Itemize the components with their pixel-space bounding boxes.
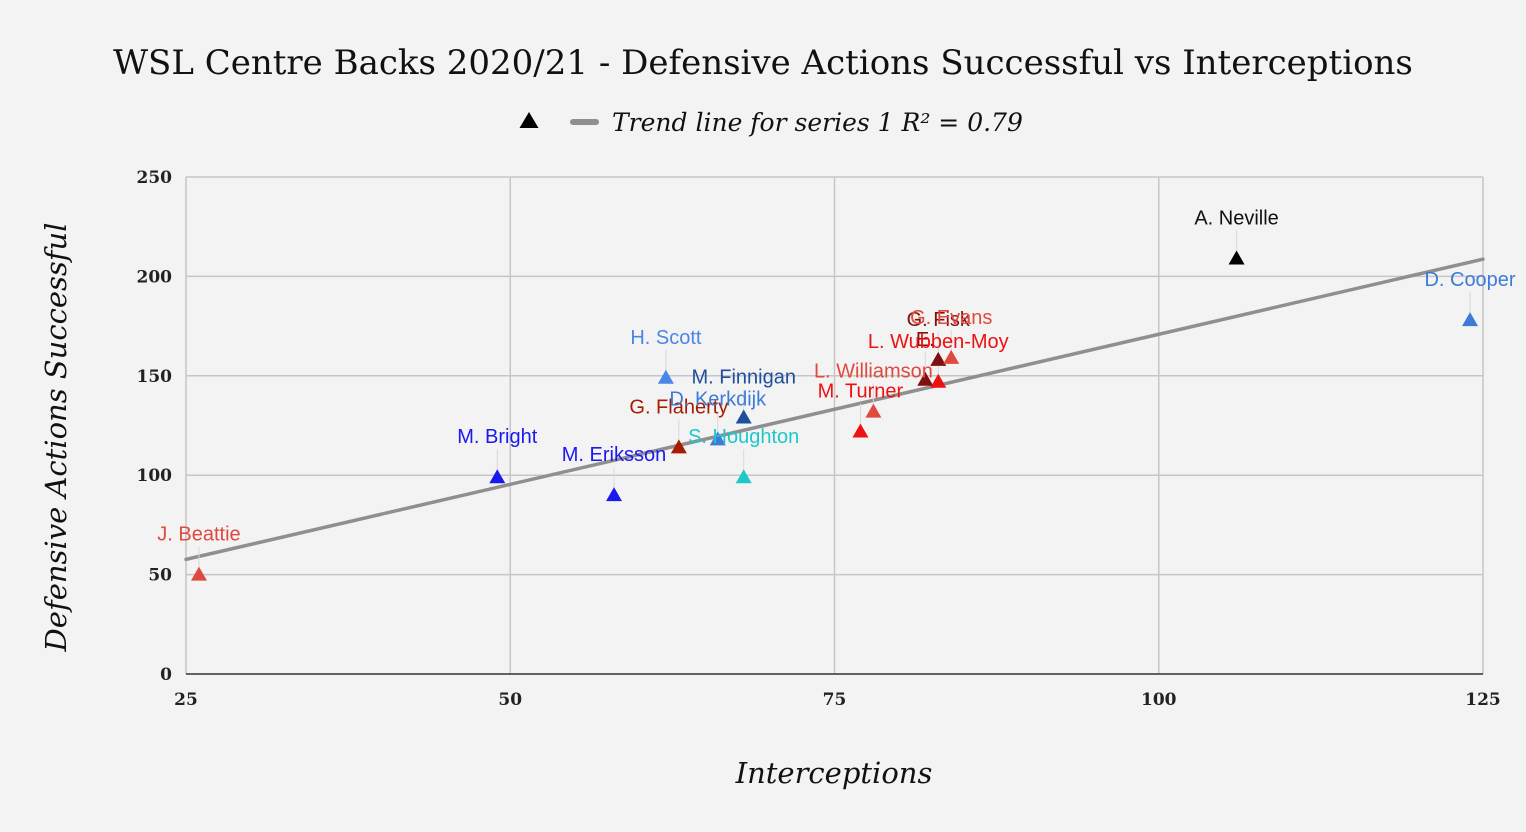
point-g-flaherty: [670, 439, 687, 454]
data-labels: J. Beattie M. Bright M. Eriksson H. Scott G.…: [157, 208, 1516, 546]
x-tick-label-125: 125: [1465, 690, 1501, 710]
axis-ticks: 25 50 75 100 125 0 50 100 150 200 250: [137, 168, 1501, 710]
label-leaders: [198, 230, 1471, 568]
trend-layer: [184, 257, 1485, 562]
point-d-cooper: [1462, 312, 1479, 327]
label-m-finnigan: M. Finnigan: [691, 367, 796, 389]
x-tick-label-75: 75: [823, 690, 847, 710]
chart-title: WSL Centre Backs 2020/21 - Defensive Act…: [113, 43, 1413, 83]
point-m-eriksson: [606, 487, 623, 502]
legend-trend-label: Trend line for series 1 R² = 0.79: [612, 108, 1023, 137]
label-m-bright: M. Bright: [457, 426, 537, 448]
y-tick-label-100: 100: [137, 466, 173, 486]
y-tick-label-200: 200: [137, 267, 173, 287]
y-axis-title: Defensive Actions Successful: [39, 223, 73, 653]
point-h-scott: [657, 369, 674, 384]
point-m-turner: [852, 423, 869, 438]
label-g-fisk: G. Fisk: [907, 309, 971, 331]
point-d-kerkdijk: [709, 431, 726, 446]
data-points: [190, 250, 1479, 581]
gridlines: [185, 176, 1484, 675]
y-tick-label-50: 50: [148, 566, 172, 586]
x-tick-label-25: 25: [174, 690, 198, 710]
y-tick-label-250: 250: [137, 168, 173, 188]
label-l-williamson: L. Williamson: [814, 361, 933, 383]
label-h-scott: H. Scott: [630, 327, 702, 349]
label-l-wubben-moy: L. Wubben-Moy: [868, 331, 1009, 353]
label-j-beattie: J. Beattie: [157, 524, 240, 546]
trend-line: [184, 257, 1485, 562]
point-m-finnigan: [735, 409, 752, 424]
y-tick-label-0: 0: [160, 665, 172, 685]
point-g-evans: [943, 349, 960, 364]
legend-marker-icon: [519, 112, 539, 128]
point-m-bright: [489, 469, 506, 484]
x-tick-label-100: 100: [1141, 690, 1177, 710]
label-e: E.: [916, 329, 935, 351]
y-tick-label-150: 150: [137, 367, 173, 387]
point-l-williamson: [865, 403, 882, 418]
label-a-neville: A. Neville: [1194, 208, 1278, 230]
point-g-fisk: [930, 351, 947, 366]
point-a-neville: [1228, 250, 1245, 265]
label-g-evans: G. Evans: [910, 307, 992, 329]
point-e: [917, 371, 934, 386]
label-g-flaherty: G. Flaherty: [629, 396, 728, 418]
point-j-beattie: [190, 566, 207, 581]
label-s-houghton: S. Houghton: [688, 426, 799, 448]
label-d-kerkdijk: D. Kerkdijk: [669, 388, 767, 410]
label-m-turner: M. Turner: [818, 380, 904, 402]
point-l-wubben-moy: [930, 373, 947, 388]
label-m-eriksson: M. Eriksson: [562, 444, 666, 466]
point-s-houghton: [735, 469, 752, 484]
x-tick-label-50: 50: [498, 690, 522, 710]
x-axis-title: Interceptions: [735, 756, 933, 790]
legend: Trend line for series 1 R² = 0.79: [519, 108, 1023, 137]
label-d-cooper: D. Cooper: [1424, 269, 1515, 291]
